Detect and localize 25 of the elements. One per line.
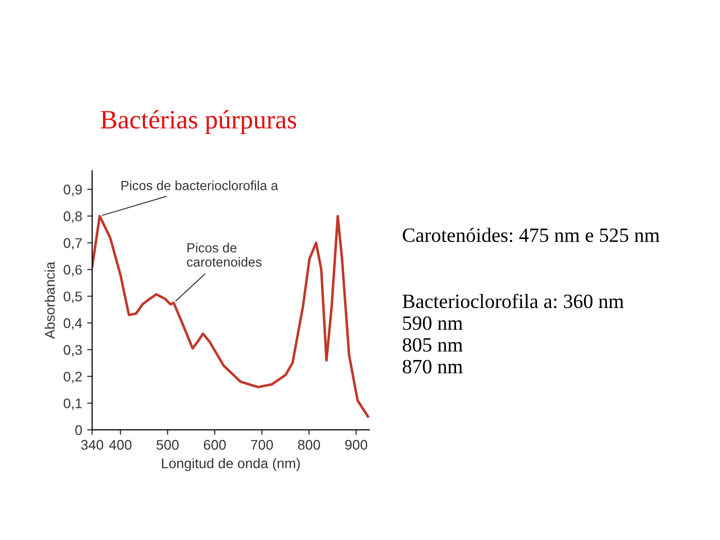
line-series xyxy=(92,214,370,418)
y-tick-label: 0,4 xyxy=(64,318,82,330)
text: Carotenóides: 475 nm e 525 nm xyxy=(402,228,660,242)
chart-title: Bactérias púrpuras xyxy=(100,110,296,134)
y-tick-label: 0,3 xyxy=(64,345,82,356)
annotation: Picos de bacterioclorofila a xyxy=(122,180,278,190)
y-tick-label: 0,7 xyxy=(64,238,82,250)
y-tick-label: 0,8 xyxy=(64,211,82,223)
y-tick-label: 0,1 xyxy=(64,398,82,410)
x-tick-label: 340 xyxy=(81,440,104,450)
x-tick-label: 900 xyxy=(345,440,368,450)
y-tick-label: 0,9 xyxy=(64,184,82,196)
y-tick-label: 0,6 xyxy=(64,264,82,276)
text: Bacterioclorofila a: 360 nm 590 nm 805 nm 870 nm xyxy=(402,294,624,374)
x-tick-label: 400 xyxy=(109,440,132,450)
y-tick-label: 0,2 xyxy=(64,372,82,384)
x-axis-title: Longitud de onda (nm) xyxy=(162,458,300,472)
annotation: Picos de carotenoides xyxy=(187,242,262,267)
y-tick-label: 0 xyxy=(75,425,82,436)
x-tick-label: 800 xyxy=(298,440,320,450)
x-tick-label: 500 xyxy=(156,440,179,450)
x-tick-label: 600 xyxy=(204,440,226,450)
x-tick-label: 700 xyxy=(251,440,273,450)
y-axis-title: Absorbancia xyxy=(44,262,55,339)
y-tick-label: 0,5 xyxy=(64,292,82,304)
